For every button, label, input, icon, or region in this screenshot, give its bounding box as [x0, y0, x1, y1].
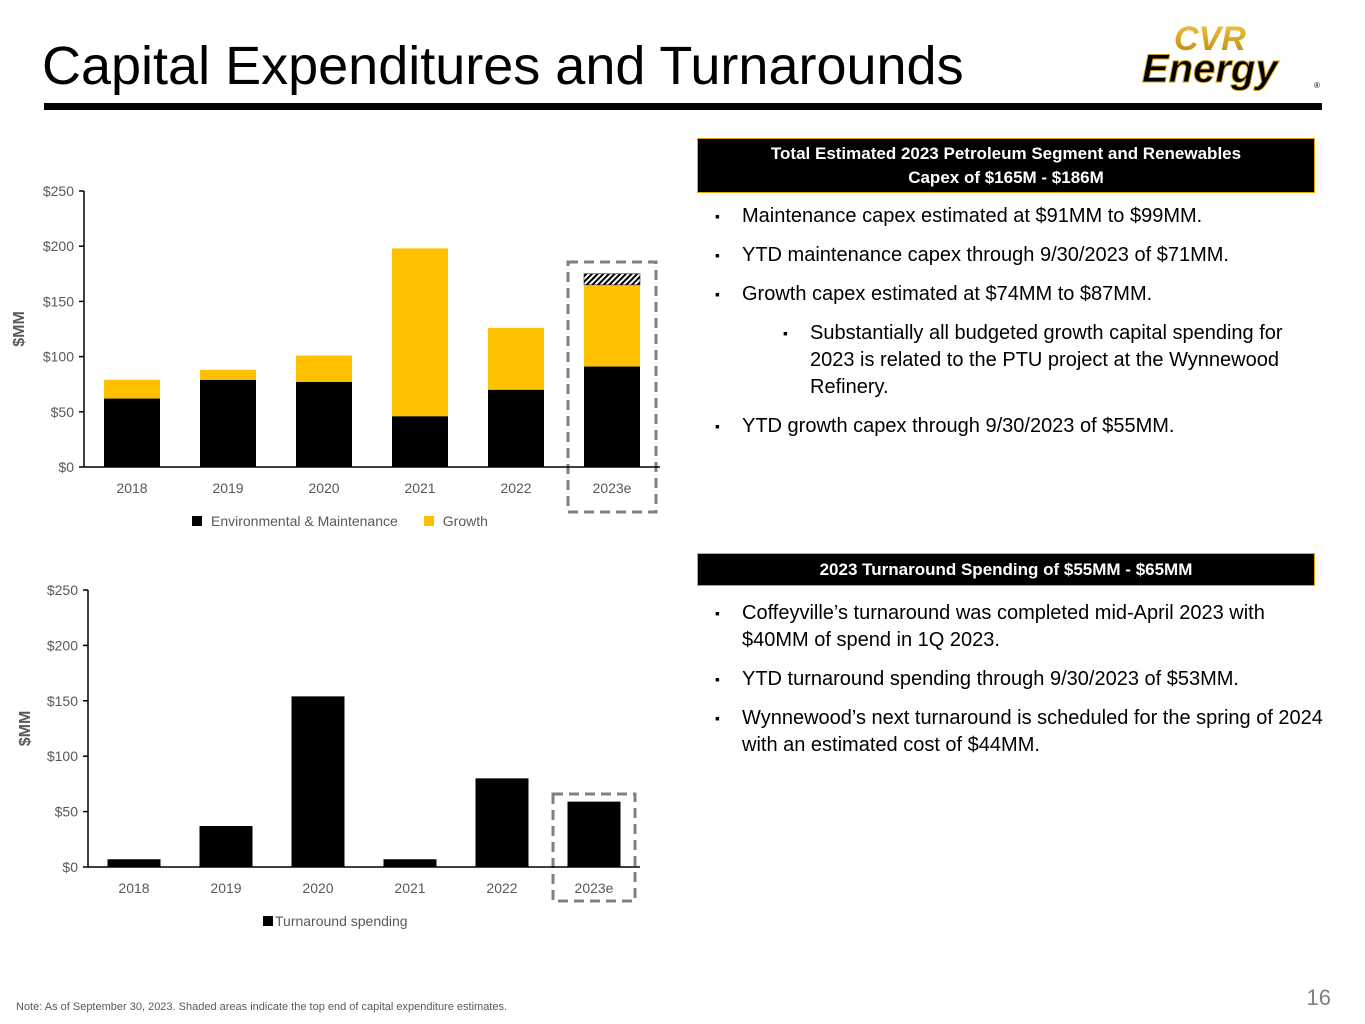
y-axis-title: $MM — [17, 711, 34, 747]
capex-chart-svg: $MM $0 $50 $100 $150 $200 $250 2018 2019 2020 2021… — [11, 183, 660, 514]
bar-primary — [291, 696, 345, 867]
y-tick-label: $100 — [47, 748, 78, 764]
page-number: 16 — [1306, 985, 1331, 1010]
turnaround-chart-svg: $MM $0 $50 $100 $150 $200 $250 2018 2019 2020 2021… — [17, 582, 640, 903]
turnaround-bullet: Wynnewood’s next turnaround is scheduled… — [715, 705, 1325, 759]
bar-primary — [567, 801, 621, 867]
bar-primary — [296, 381, 352, 467]
y-tick-label: $150 — [43, 293, 74, 309]
capex-bullet: YTD growth capex through 9/30/2023 of $5… — [715, 413, 1325, 440]
capex-bullet: YTD maintenance capex through 9/30/2023 … — [715, 242, 1325, 269]
turnaround-chart: $MM $0 $50 $100 $150 $200 $250 2018 2019 2020 2021… — [10, 570, 690, 910]
legend-label-growth: Growth — [442, 513, 488, 529]
footnote: Note: As of September 30, 2023. Shaded a… — [16, 1001, 508, 1013]
capex-panel-heading: Total Estimated 2023 Petroleum Segment a… — [697, 138, 1315, 193]
y-tick-label: $200 — [47, 637, 78, 653]
y-tick-label: $0 — [62, 859, 78, 875]
bar-primary — [392, 416, 448, 467]
y-tick-label: $250 — [43, 183, 74, 199]
company-logo: CVR Energy ® — [1138, 20, 1328, 92]
y-tick-label: $200 — [43, 238, 74, 254]
estimate-highlight-box — [551, 792, 637, 903]
logo-main-text: Energy — [1142, 47, 1279, 91]
bar-secondary — [200, 369, 256, 380]
x-tick-label: 2018 — [116, 480, 147, 496]
bar-secondary — [584, 284, 640, 367]
y-tick-label: $50 — [51, 404, 75, 420]
legend-swatch-growth — [423, 516, 434, 526]
turnaround-heading-text: 2023 Turnaround Spending of $55MM - $65M… — [819, 560, 1193, 579]
y-tick-label: $150 — [47, 693, 78, 709]
logo-graphic: CVR Energy ® — [1142, 20, 1321, 92]
legend-item-maintenance: Environmental & Maintenance — [192, 513, 398, 529]
logo-registered-mark: ® — [1314, 81, 1320, 90]
legend-swatch-turnaround — [263, 916, 273, 926]
bar-secondary — [392, 248, 448, 417]
x-tick-label: 2021 — [394, 880, 425, 896]
x-tick-label: 2020 — [302, 880, 333, 896]
turnaround-bullet: Coffeyville’s turnaround was completed m… — [715, 600, 1325, 654]
x-tick-label: 2019 — [210, 880, 241, 896]
capex-chart-legend: Environmental & Maintenance Growth — [192, 513, 514, 529]
capex-heading-line2: Capex of $165M - $186M — [908, 168, 1104, 187]
bar-primary — [584, 366, 640, 467]
bar-primary — [107, 859, 161, 867]
y-tick-label: $100 — [43, 349, 74, 365]
capex-heading-line1: Total Estimated 2023 Petroleum Segment a… — [770, 144, 1242, 163]
capex-sub-bullet: Substantially all budgeted growth capita… — [783, 320, 1325, 401]
turnaround-panel-heading: 2023 Turnaround Spending of $55MM - $65M… — [697, 553, 1315, 586]
title-divider — [44, 103, 1322, 110]
capex-chart: $MM $0 $50 $100 $150 $200 $250 2018 2019 2020 2021… — [10, 170, 690, 540]
bar-top-end-estimate — [583, 273, 641, 286]
bar-primary — [199, 826, 253, 867]
legend-label-turnaround: Turnaround spending — [275, 913, 408, 929]
turnaround-bullet-list: Coffeyville’s turnaround was completed m… — [715, 600, 1325, 771]
x-tick-label: 2022 — [486, 880, 517, 896]
bar-primary — [383, 859, 437, 867]
legend-label-maintenance: Environmental & Maintenance — [211, 513, 398, 529]
x-tick-label: 2021 — [404, 480, 435, 496]
bar-primary — [104, 398, 160, 467]
x-tick-label: 2023e — [593, 480, 632, 496]
x-tick-label: 2020 — [308, 480, 339, 496]
legend-item-growth: Growth — [423, 513, 488, 529]
bar-primary — [488, 389, 544, 467]
y-tick-label: $50 — [55, 804, 79, 820]
x-tick-label: 2018 — [118, 880, 149, 896]
x-tick-label: 2023e — [575, 880, 614, 896]
capex-bullet: Maintenance capex estimated at $91MM to … — [715, 203, 1325, 230]
legend-item-turnaround: Turnaround spending — [263, 913, 408, 929]
turnaround-chart-legend: Turnaround spending — [263, 913, 434, 929]
legend-swatch-maintenance — [192, 516, 202, 526]
y-axis-title: $MM — [11, 311, 28, 347]
capex-bullet-list: Maintenance capex estimated at $91MM to … — [715, 203, 1325, 452]
bar-primary — [475, 778, 529, 867]
y-tick-label: $250 — [47, 582, 78, 598]
capex-bullet: Growth capex estimated at $74MM to $87MM… — [715, 281, 1325, 308]
bar-secondary — [104, 379, 160, 399]
turnaround-bullet: YTD turnaround spending through 9/30/202… — [715, 666, 1325, 693]
bar-secondary — [488, 327, 544, 390]
bar-primary — [200, 379, 256, 467]
y-tick-label: $0 — [58, 459, 74, 475]
bar-secondary — [296, 355, 352, 382]
x-tick-label: 2022 — [500, 480, 531, 496]
logo-top-text: CVR — [1174, 22, 1246, 58]
x-tick-label: 2019 — [212, 480, 243, 496]
page-title: Capital Expenditures and Turnarounds — [42, 36, 964, 96]
estimate-highlight-box — [566, 260, 658, 514]
